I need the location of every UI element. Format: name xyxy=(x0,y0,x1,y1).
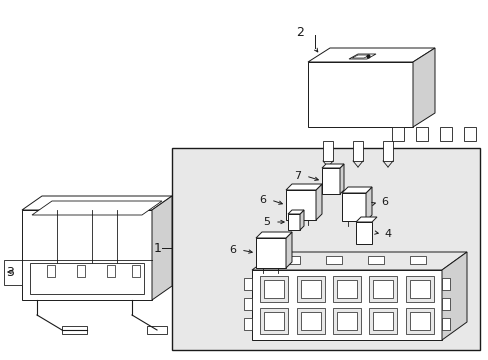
Polygon shape xyxy=(348,54,375,59)
Polygon shape xyxy=(256,232,291,238)
Bar xyxy=(352,141,362,161)
Polygon shape xyxy=(287,210,304,214)
Bar xyxy=(22,210,152,300)
Bar xyxy=(441,298,449,310)
Text: 6: 6 xyxy=(381,197,387,207)
Bar xyxy=(332,276,360,302)
Bar xyxy=(405,308,433,334)
Polygon shape xyxy=(307,48,434,62)
Polygon shape xyxy=(32,201,162,215)
Bar xyxy=(382,141,392,161)
Bar xyxy=(244,318,251,330)
Polygon shape xyxy=(351,55,369,58)
Bar xyxy=(441,278,449,290)
Text: 5: 5 xyxy=(263,217,270,227)
Bar xyxy=(47,265,55,276)
Bar xyxy=(296,276,324,302)
Polygon shape xyxy=(251,252,466,270)
Bar xyxy=(368,308,397,334)
Bar xyxy=(372,312,392,330)
Bar xyxy=(244,298,251,310)
Bar xyxy=(4,260,22,285)
Bar xyxy=(285,190,315,220)
Bar xyxy=(332,308,360,334)
Polygon shape xyxy=(152,196,172,300)
Text: 3: 3 xyxy=(6,266,14,279)
Bar xyxy=(409,256,425,264)
Polygon shape xyxy=(299,210,304,230)
Bar xyxy=(77,265,85,276)
Polygon shape xyxy=(341,187,371,193)
Text: 7: 7 xyxy=(294,171,301,181)
Polygon shape xyxy=(315,184,321,220)
Bar xyxy=(391,127,403,141)
Bar xyxy=(463,127,475,141)
Bar xyxy=(409,280,429,298)
Bar xyxy=(264,312,284,330)
Bar xyxy=(172,148,479,350)
Text: 4: 4 xyxy=(384,229,391,239)
Bar xyxy=(107,265,115,276)
Bar xyxy=(368,276,397,302)
Bar xyxy=(251,270,441,340)
Bar xyxy=(284,256,299,264)
Text: 6: 6 xyxy=(259,195,266,205)
Bar xyxy=(244,278,251,290)
Polygon shape xyxy=(321,164,343,168)
Bar xyxy=(256,238,285,268)
Bar xyxy=(260,308,288,334)
Polygon shape xyxy=(339,164,343,194)
Bar xyxy=(341,193,365,221)
Bar xyxy=(336,312,356,330)
Bar xyxy=(405,276,433,302)
Polygon shape xyxy=(355,217,376,222)
Bar xyxy=(296,308,324,334)
Bar xyxy=(264,280,284,298)
Bar xyxy=(300,280,320,298)
Bar xyxy=(372,280,392,298)
Polygon shape xyxy=(365,187,371,221)
Bar xyxy=(287,214,299,230)
Bar xyxy=(355,222,371,244)
Text: 2: 2 xyxy=(295,26,304,39)
Polygon shape xyxy=(285,184,321,190)
Polygon shape xyxy=(441,252,466,340)
Bar xyxy=(415,127,427,141)
Bar xyxy=(300,312,320,330)
Polygon shape xyxy=(285,232,291,268)
Polygon shape xyxy=(22,196,172,210)
Bar xyxy=(30,262,143,294)
Bar xyxy=(409,312,429,330)
Bar xyxy=(307,62,412,127)
Bar xyxy=(147,326,167,334)
Text: 1: 1 xyxy=(154,242,162,255)
Bar xyxy=(439,127,451,141)
Bar xyxy=(321,168,339,194)
Bar xyxy=(62,326,87,334)
Bar xyxy=(323,141,332,161)
Bar xyxy=(325,256,341,264)
Text: 6: 6 xyxy=(229,245,236,255)
Bar xyxy=(336,280,356,298)
Polygon shape xyxy=(412,48,434,127)
Bar xyxy=(132,265,140,276)
Bar xyxy=(441,318,449,330)
Bar xyxy=(367,256,383,264)
Bar xyxy=(260,276,288,302)
